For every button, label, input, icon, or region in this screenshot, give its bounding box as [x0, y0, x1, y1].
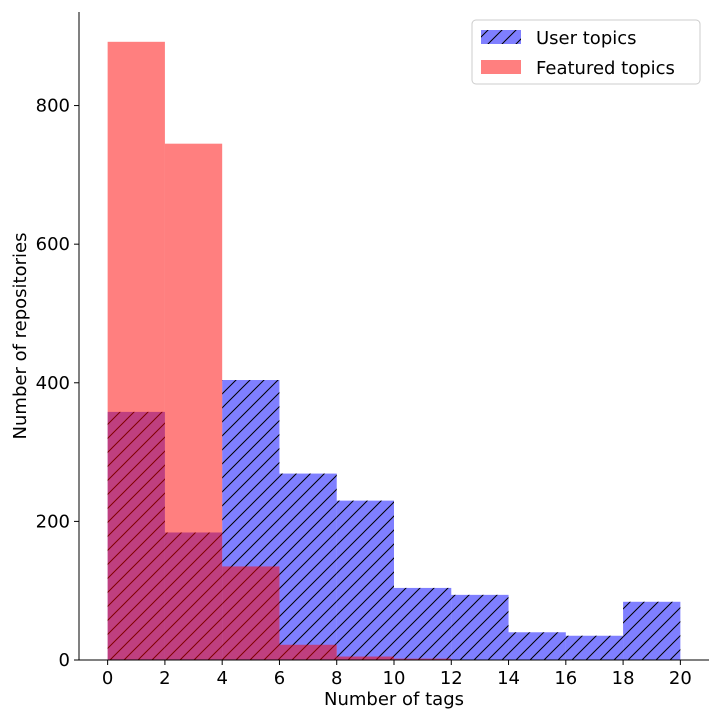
- user-topics-bar-hatch-5: [394, 587, 452, 660]
- y-tick-label-400: 400: [36, 373, 70, 394]
- legend-label-user-topics: User topics: [536, 28, 637, 49]
- bars-layer: [107, 41, 681, 660]
- x-tick-label-10: 10: [383, 668, 406, 689]
- y-tick-label-600: 600: [36, 234, 70, 255]
- featured-topics-bar-1: [164, 143, 223, 660]
- x-tick-label-8: 8: [331, 668, 342, 689]
- x-tick-label-16: 16: [554, 668, 577, 689]
- x-axis-label: Number of tags: [324, 689, 464, 710]
- legend-label-featured-topics: Featured topics: [536, 58, 675, 79]
- y-tick-label-800: 800: [36, 96, 70, 117]
- user-topics-bar-hatch-3: [279, 473, 337, 660]
- featured-topics-bar-2: [222, 566, 280, 660]
- user-topics-bar-hatch-4: [336, 500, 394, 660]
- user-topics-bar-hatch-8: [565, 635, 624, 660]
- x-tick-label-14: 14: [497, 668, 520, 689]
- legend-frame: [471, 19, 701, 85]
- y-tick-label-0: 0: [59, 650, 70, 671]
- user-topics-bar-hatch-9: [623, 601, 681, 660]
- featured-topics-bar-5: [394, 658, 452, 660]
- legend-swatch-featured-topics: [481, 60, 521, 74]
- legend-swatch-hatch-user-topics: [481, 30, 521, 44]
- x-tick-label-2: 2: [159, 668, 170, 689]
- featured-topics-bar-0: [107, 41, 165, 660]
- x-tick-label-18: 18: [612, 668, 635, 689]
- featured-topics-bar-3: [279, 644, 337, 660]
- x-tick-label-12: 12: [440, 668, 463, 689]
- user-topics-bar-hatch-7: [508, 632, 566, 660]
- x-tick-label-0: 0: [102, 668, 113, 689]
- y-tick-label-200: 200: [36, 511, 70, 532]
- x-tick-label-4: 4: [216, 668, 227, 689]
- user-topics-bar-hatch-6: [451, 594, 509, 660]
- featured-topics-bar-4: [336, 656, 394, 660]
- y-axis-label: Number of repositories: [10, 233, 31, 440]
- legend: User topics Featured topics: [471, 19, 701, 85]
- x-tick-label-6: 6: [274, 668, 285, 689]
- x-tick-label-20: 20: [669, 668, 692, 689]
